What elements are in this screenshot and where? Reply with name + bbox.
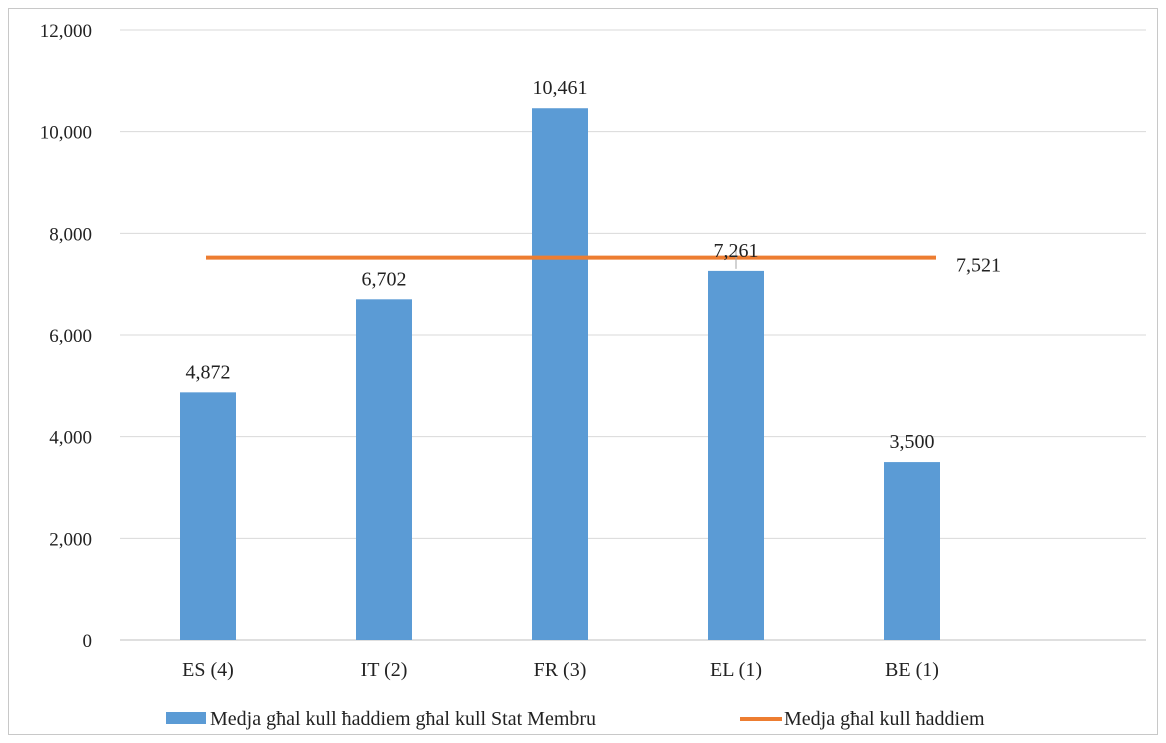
y-tick-label: 4,000 [49, 428, 92, 449]
x-category-label: IT (2) [361, 659, 408, 681]
bar [884, 462, 940, 640]
legend-swatch-bar [166, 712, 206, 724]
bar-data-label: 3,500 [890, 431, 935, 453]
bar-data-label: 4,872 [186, 361, 231, 383]
gridlines [120, 29, 1146, 641]
legend-label-line-series: Medja għal kull ħaddiem [784, 708, 985, 730]
bar [356, 299, 412, 640]
x-axis-category-labels: ES (4) IT (2) FR (3) EL (1) BE (1) [182, 659, 939, 681]
average-line-data-label: 7,521 [956, 255, 1001, 277]
x-category-label: ES (4) [182, 659, 234, 681]
x-category-label: FR (3) [534, 659, 587, 681]
y-axis-tick-labels: 0 2,000 4,000 6,000 8,000 10,000 12,000 [40, 21, 92, 652]
bar-data-label: 10,461 [533, 77, 588, 99]
y-tick-label: 2,000 [49, 529, 92, 550]
x-category-label: EL (1) [710, 659, 762, 681]
legend-label-bar-series: Medja għal kull ħaddiem għal kull Stat M… [210, 708, 596, 730]
bars [180, 108, 940, 641]
y-tick-label: 8,000 [49, 224, 92, 245]
bar [532, 108, 588, 641]
legend: Medja għal kull ħaddiem għal kull Stat M… [166, 708, 985, 730]
bar [708, 270, 764, 640]
bar-data-label: 7,261 [714, 240, 759, 262]
bar [180, 392, 236, 640]
y-tick-label: 10,000 [40, 123, 92, 144]
y-tick-label: 12,000 [40, 21, 92, 42]
bar-data-label: 6,702 [362, 268, 407, 290]
y-tick-label: 0 [83, 631, 93, 652]
x-category-label: BE (1) [885, 659, 939, 681]
data-labels: 4,872 6,702 10,461 7,261 3,500 7,521 [186, 77, 1002, 453]
y-tick-label: 6,000 [49, 326, 92, 347]
